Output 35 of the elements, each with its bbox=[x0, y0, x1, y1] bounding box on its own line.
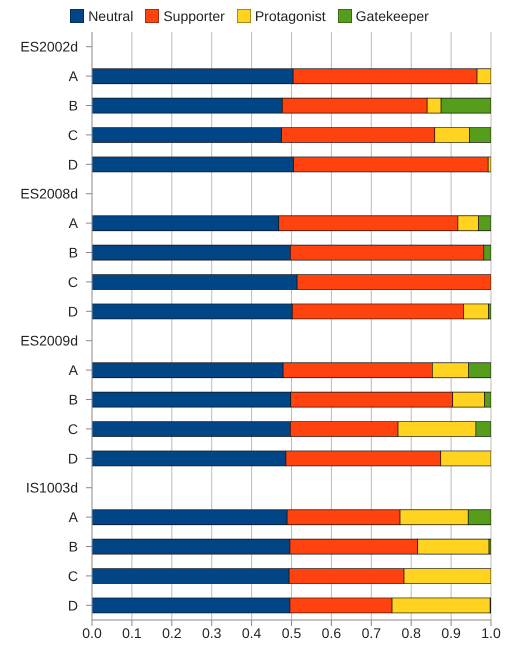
x-tick-label: 0.5 bbox=[282, 624, 302, 641]
x-tick-label: 0.1 bbox=[122, 624, 142, 641]
legend-label: Gatekeeper bbox=[356, 8, 429, 24]
y-tick-label: B bbox=[68, 538, 78, 554]
y-tick-label: A bbox=[68, 215, 79, 232]
y-tick-label: ES2008d bbox=[20, 186, 78, 202]
y-tick-label: D bbox=[68, 597, 78, 614]
y-tick-label: B bbox=[68, 392, 78, 408]
y-tick-label: C bbox=[68, 274, 78, 290]
y-tick-label: ES2009d bbox=[20, 332, 78, 349]
y-tick-label: A bbox=[68, 68, 79, 84]
y-tick-label: A bbox=[68, 509, 79, 526]
y-tick-label: ES2002d bbox=[20, 38, 78, 55]
y-tick-label: D bbox=[68, 303, 78, 320]
x-tick-label: 0.3 bbox=[202, 624, 222, 641]
y-tick-label: C bbox=[68, 568, 78, 584]
x-tick-label: 0.4 bbox=[242, 624, 262, 641]
y-tick-label: D bbox=[68, 156, 78, 172]
y-tick-label: C bbox=[68, 420, 78, 437]
x-tick-label: 0.7 bbox=[362, 624, 382, 641]
legend-label: Protagonist bbox=[254, 8, 326, 24]
x-tick-label: 0.2 bbox=[162, 624, 182, 641]
x-tick-label: 0.8 bbox=[401, 624, 422, 641]
y-tick-label: B bbox=[68, 244, 78, 260]
y-tick-label: C bbox=[68, 126, 78, 143]
legend-label: Supporter bbox=[163, 8, 225, 24]
x-tick-label: 0.6 bbox=[322, 624, 342, 641]
x-tick-label: 0.9 bbox=[441, 624, 462, 641]
y-tick-label: A bbox=[68, 362, 79, 378]
y-tick-label: D bbox=[68, 450, 78, 466]
y-tick-label: B bbox=[68, 98, 78, 114]
y-tick-label: IS1003d bbox=[26, 480, 78, 496]
x-tick-label: 0.0 bbox=[82, 624, 102, 641]
x-tick-label: 1.0 bbox=[481, 624, 501, 641]
legend-label: Neutral bbox=[88, 8, 134, 24]
